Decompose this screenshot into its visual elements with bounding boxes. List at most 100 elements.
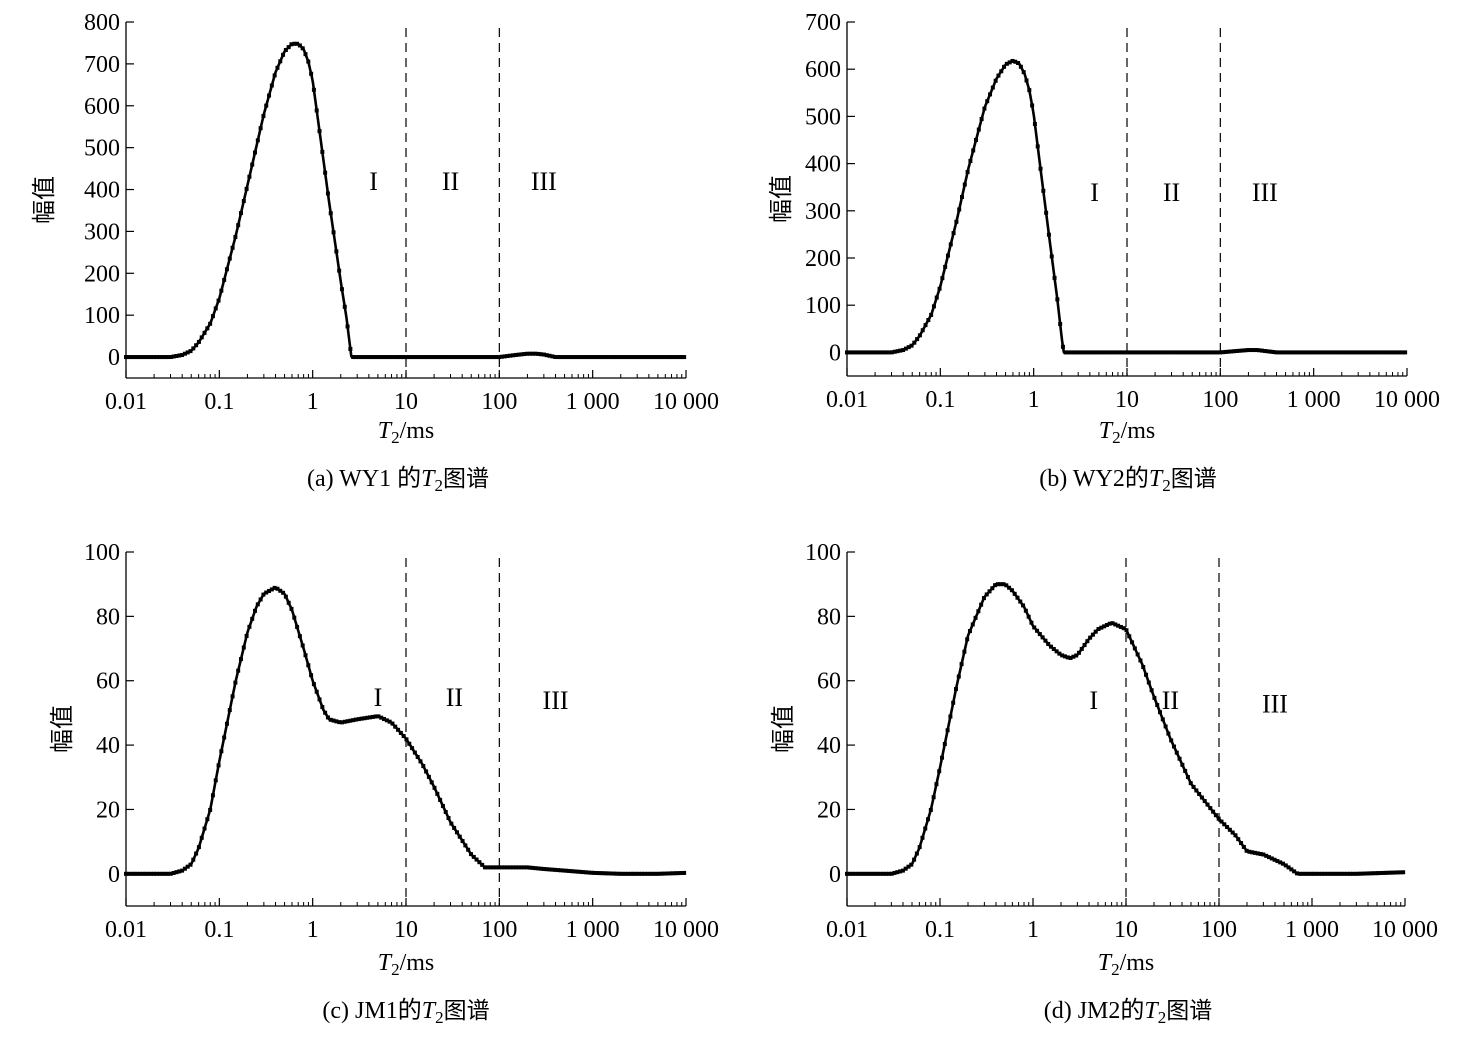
series-marker bbox=[1330, 350, 1335, 355]
series-marker bbox=[264, 103, 269, 108]
series-marker bbox=[1051, 647, 1056, 652]
series-marker bbox=[962, 649, 967, 654]
series-marker bbox=[1110, 621, 1115, 626]
series-marker bbox=[1336, 871, 1341, 876]
series-marker bbox=[432, 355, 437, 360]
series-marker bbox=[258, 126, 263, 131]
series-marker bbox=[429, 780, 434, 785]
series-marker bbox=[1289, 867, 1294, 872]
series-marker bbox=[1338, 350, 1343, 355]
series-marker bbox=[1361, 350, 1366, 355]
series-marker bbox=[1310, 350, 1315, 355]
series-marker bbox=[987, 589, 992, 594]
series-marker bbox=[488, 355, 493, 360]
series-marker bbox=[1276, 350, 1281, 355]
series-marker bbox=[1239, 841, 1244, 846]
series-marker bbox=[1234, 348, 1239, 353]
series-marker bbox=[1021, 70, 1026, 75]
series-marker bbox=[1321, 350, 1326, 355]
series-marker bbox=[516, 352, 521, 357]
series-marker bbox=[1223, 349, 1228, 354]
series-marker bbox=[564, 868, 569, 873]
series-marker bbox=[895, 349, 900, 354]
y-tick-label: 60 bbox=[96, 669, 120, 695]
series-marker bbox=[1297, 871, 1302, 876]
series-marker bbox=[1169, 738, 1174, 743]
series-marker bbox=[488, 865, 493, 870]
series-marker bbox=[634, 355, 639, 360]
series-marker bbox=[586, 870, 591, 875]
series-marker bbox=[1206, 350, 1211, 355]
x-axis-label: T2/ms bbox=[1098, 950, 1155, 979]
series-marker bbox=[188, 349, 193, 354]
series-marker bbox=[166, 871, 171, 876]
series-marker bbox=[511, 865, 516, 870]
series-marker bbox=[435, 355, 440, 360]
series-marker bbox=[845, 350, 849, 355]
series-marker bbox=[959, 194, 964, 199]
series-marker bbox=[247, 174, 252, 179]
series-marker bbox=[494, 355, 499, 360]
series-marker bbox=[1132, 646, 1137, 651]
series-marker bbox=[283, 47, 288, 52]
series-marker bbox=[1288, 350, 1293, 355]
series-marker bbox=[1069, 350, 1074, 355]
region-label: I bbox=[1089, 686, 1098, 715]
series-marker bbox=[990, 586, 995, 591]
series-marker bbox=[362, 355, 367, 360]
series-marker bbox=[522, 865, 527, 870]
series-marker bbox=[670, 355, 675, 360]
series-marker bbox=[1254, 348, 1259, 353]
series-marker bbox=[460, 839, 465, 844]
series-marker bbox=[637, 871, 642, 876]
series-marker bbox=[996, 73, 1001, 78]
series-marker bbox=[482, 865, 487, 870]
series-marker bbox=[519, 865, 524, 870]
series-marker bbox=[525, 351, 530, 356]
series-marker bbox=[295, 41, 300, 46]
series-marker bbox=[1225, 825, 1230, 830]
series-marker bbox=[511, 353, 516, 358]
y-tick-label: 400 bbox=[805, 152, 841, 178]
x-tick-label: 0.01 bbox=[826, 387, 868, 413]
series-marker bbox=[480, 355, 485, 360]
series-marker bbox=[348, 346, 353, 351]
series-marker bbox=[1058, 322, 1063, 327]
series-marker bbox=[424, 769, 429, 774]
series-marker bbox=[1279, 350, 1284, 355]
series-marker bbox=[1296, 350, 1301, 355]
series-marker bbox=[505, 354, 510, 359]
series-marker bbox=[272, 73, 277, 78]
series-marker bbox=[1233, 833, 1238, 838]
x-tick-label: 1 000 bbox=[566, 389, 620, 415]
series-marker bbox=[1174, 750, 1179, 755]
series-marker bbox=[351, 718, 356, 723]
series-marker bbox=[561, 355, 566, 360]
series-marker bbox=[519, 352, 524, 357]
series-marker bbox=[993, 583, 998, 588]
series-marker bbox=[303, 52, 308, 57]
series-marker bbox=[1171, 744, 1176, 749]
series-marker bbox=[539, 352, 544, 357]
series-marker bbox=[230, 694, 235, 699]
series-marker bbox=[241, 645, 246, 650]
series-marker bbox=[171, 354, 176, 359]
series-marker bbox=[438, 797, 443, 802]
series-marker bbox=[168, 354, 173, 359]
series-marker bbox=[443, 355, 448, 360]
series-marker bbox=[1128, 350, 1133, 355]
series-marker bbox=[196, 339, 201, 344]
series-marker bbox=[654, 871, 659, 876]
series-marker bbox=[1218, 350, 1223, 355]
series-marker bbox=[1356, 871, 1361, 876]
series-marker bbox=[1046, 232, 1051, 237]
series-marker bbox=[182, 866, 187, 871]
series-marker bbox=[269, 587, 274, 592]
series-marker bbox=[306, 59, 311, 64]
series-marker bbox=[903, 346, 908, 351]
series-marker bbox=[903, 866, 908, 871]
series-marker bbox=[612, 871, 617, 876]
series-marker bbox=[951, 700, 956, 705]
series-marker bbox=[1035, 144, 1040, 149]
series-marker bbox=[564, 355, 569, 360]
